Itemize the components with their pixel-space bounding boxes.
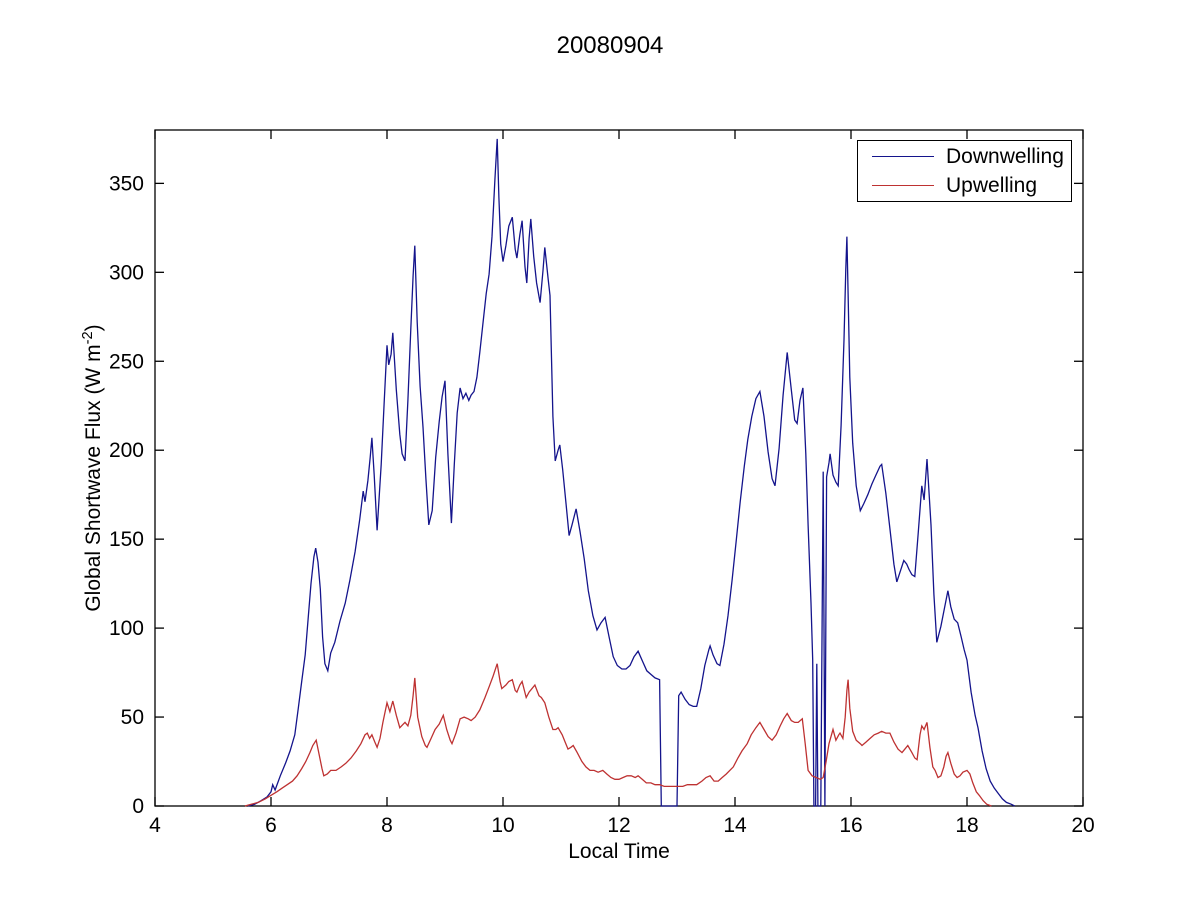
legend-item-upwelling: Upwelling [858, 172, 1071, 200]
legend-label-downwelling: Downwelling [946, 144, 1064, 168]
y-tick-label: 50 [121, 706, 144, 729]
y-tick-label: 250 [109, 350, 144, 373]
downwelling-line [247, 138, 1015, 807]
x-tick-label: 4 [149, 814, 161, 837]
y-axis-label-text: Global Shortwave Flux (W m [82, 344, 105, 612]
x-tick-label: 14 [723, 814, 747, 837]
y-axis-label: Global Shortwave Flux (W m-2) [80, 324, 106, 611]
x-tick-label: 16 [839, 814, 862, 837]
upwelling-line-swatch [872, 185, 934, 187]
y-tick-label: 100 [109, 617, 144, 640]
legend-label-upwelling: Upwelling [946, 174, 1038, 198]
y-tick-label: 200 [109, 439, 144, 462]
upwelling-line [244, 663, 992, 807]
x-tick-label: 10 [491, 814, 514, 837]
x-tick-label: 12 [607, 814, 630, 837]
downwelling-line-swatch [872, 155, 934, 157]
legend-item-downwelling: Downwelling [858, 142, 1071, 170]
x-tick-label: 8 [381, 814, 393, 837]
y-tick-label: 350 [109, 172, 144, 195]
legend[interactable]: Downwelling Upwelling [857, 140, 1072, 202]
x-tick-label: 6 [265, 814, 277, 837]
axes-box [154, 129, 1084, 807]
y-tick-label: 300 [109, 261, 144, 284]
x-tick-label: 18 [955, 814, 978, 837]
y-tick-label: 0 [132, 795, 144, 818]
y-tick-label: 150 [109, 528, 144, 551]
chart-title: 20080904 [556, 32, 664, 59]
x-axis-label: Local Time [568, 840, 670, 863]
x-tick-label: 20 [1071, 814, 1094, 837]
y-axis-label-close: ) [82, 324, 105, 332]
y-axis-label-exponent: -2 [80, 331, 96, 345]
